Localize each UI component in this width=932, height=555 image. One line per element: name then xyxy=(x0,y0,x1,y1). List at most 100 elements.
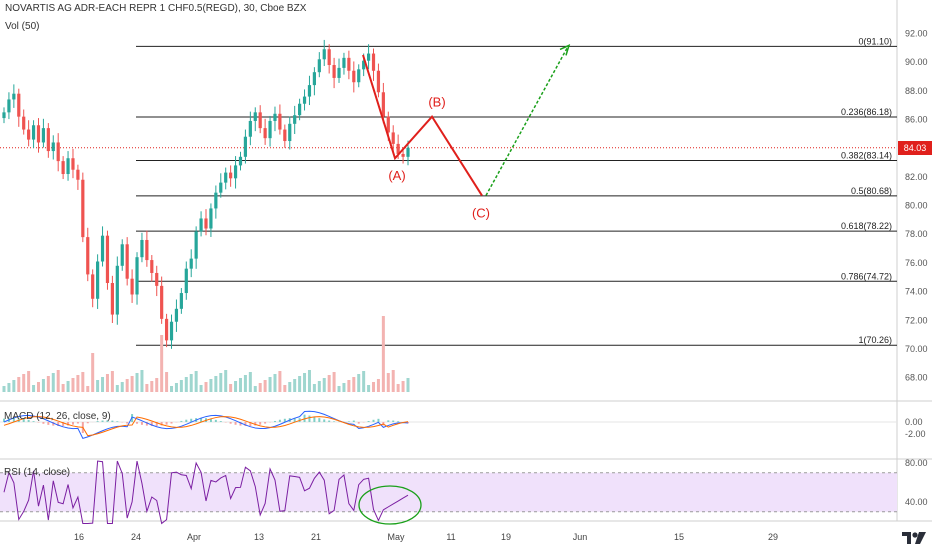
candle xyxy=(372,54,375,71)
candle xyxy=(130,279,133,295)
macd-histogram-bar xyxy=(47,422,49,425)
candle xyxy=(27,130,30,140)
candle xyxy=(199,218,202,231)
volume-bar xyxy=(288,382,291,392)
macd-histogram-bar xyxy=(180,421,182,422)
symbol-title: NOVARTIS AG ADR-EACH REPR 1 CHF0.5(REGD)… xyxy=(5,3,306,14)
candle xyxy=(22,117,25,130)
macd-histogram-bar xyxy=(215,420,217,422)
macd-histogram-bar xyxy=(141,422,143,425)
macd-histogram-bar xyxy=(230,422,232,424)
candle xyxy=(62,161,65,174)
candle xyxy=(106,236,109,283)
candle xyxy=(71,158,74,169)
candle xyxy=(121,244,124,266)
candle xyxy=(254,112,257,121)
volume-bar xyxy=(170,386,173,392)
macd-histogram-bar xyxy=(318,418,320,422)
volume-bar xyxy=(259,383,262,392)
macd-histogram-bar xyxy=(368,421,370,422)
time-tick-label: 19 xyxy=(501,532,511,542)
macd-histogram-bar xyxy=(392,421,394,422)
candle xyxy=(155,273,158,286)
candle xyxy=(47,128,50,151)
volume-bar xyxy=(200,385,203,392)
volume-bar xyxy=(140,370,143,392)
volume-bar xyxy=(352,377,355,392)
candle xyxy=(175,309,178,322)
volume-bar xyxy=(323,378,326,392)
candle xyxy=(111,283,114,315)
candle xyxy=(234,165,237,178)
volume-bar xyxy=(293,379,296,392)
volume-bar xyxy=(67,381,70,392)
volume-bar xyxy=(328,375,331,392)
candle xyxy=(357,69,360,82)
macd-histogram-bar xyxy=(220,421,222,422)
rsi-legend: RSI (14, close) xyxy=(4,467,70,478)
macd-histogram-bar xyxy=(377,419,379,422)
volume-bar xyxy=(32,385,35,392)
time-tick-label: 29 xyxy=(768,532,778,542)
price-tick-label: 74.00 xyxy=(905,287,928,297)
volume-bar xyxy=(362,371,365,392)
macd-histogram-bar xyxy=(77,422,79,423)
volume-bar xyxy=(402,381,405,392)
candle xyxy=(239,157,242,166)
candle xyxy=(180,293,183,309)
candle xyxy=(313,72,316,85)
tradingview-logo-icon[interactable] xyxy=(901,530,927,546)
elliott-wave-path xyxy=(363,55,482,196)
volume-bar xyxy=(377,379,380,392)
volume-bar xyxy=(372,382,375,392)
volume-bar xyxy=(333,372,336,392)
macd-histogram-bar xyxy=(126,422,128,424)
macd-histogram-bar xyxy=(313,417,315,422)
candle xyxy=(298,104,301,115)
volume-bar xyxy=(175,383,178,392)
candle xyxy=(288,124,291,141)
candle xyxy=(293,115,296,124)
macd-histogram-bar xyxy=(397,421,399,422)
time-tick-label: 21 xyxy=(311,532,321,542)
fib-level-label: 0.236(86.18) xyxy=(841,107,892,117)
volume-bar xyxy=(17,377,20,392)
volume-bar xyxy=(185,377,188,392)
macd-histogram-bar xyxy=(333,421,335,422)
macd-tick-label: -2.00 xyxy=(905,429,926,439)
volume-bar xyxy=(273,374,276,392)
wave-label: (C) xyxy=(472,206,490,221)
volume-bar xyxy=(392,370,395,392)
price-tick-label: 88.00 xyxy=(905,86,928,96)
macd-histogram-bar xyxy=(166,422,168,425)
volume-bar xyxy=(37,382,40,392)
volume-bar xyxy=(254,386,257,392)
macd-histogram-bar xyxy=(42,422,44,424)
volume-bar xyxy=(52,373,55,392)
candle xyxy=(7,99,10,112)
candle xyxy=(209,208,212,228)
volume-bar xyxy=(298,376,301,392)
candle xyxy=(116,266,119,315)
time-tick-label: 13 xyxy=(254,532,264,542)
candle xyxy=(318,59,321,72)
volume-bar xyxy=(96,380,99,392)
volume-bar xyxy=(318,381,321,392)
volume-bar xyxy=(57,370,60,392)
volume-bar xyxy=(407,378,410,392)
volume-bar xyxy=(387,373,390,392)
candle xyxy=(273,114,276,121)
candle xyxy=(392,132,395,143)
candle xyxy=(81,180,84,237)
candle xyxy=(52,142,55,151)
macd-histogram-bar xyxy=(136,422,138,424)
volume-bar xyxy=(229,384,232,392)
volume-bar xyxy=(81,372,84,392)
volume-bar xyxy=(303,373,306,392)
macd-histogram-bar xyxy=(116,421,118,422)
candle xyxy=(219,183,222,193)
volume-bar xyxy=(308,370,311,392)
volume-bar xyxy=(357,374,360,392)
